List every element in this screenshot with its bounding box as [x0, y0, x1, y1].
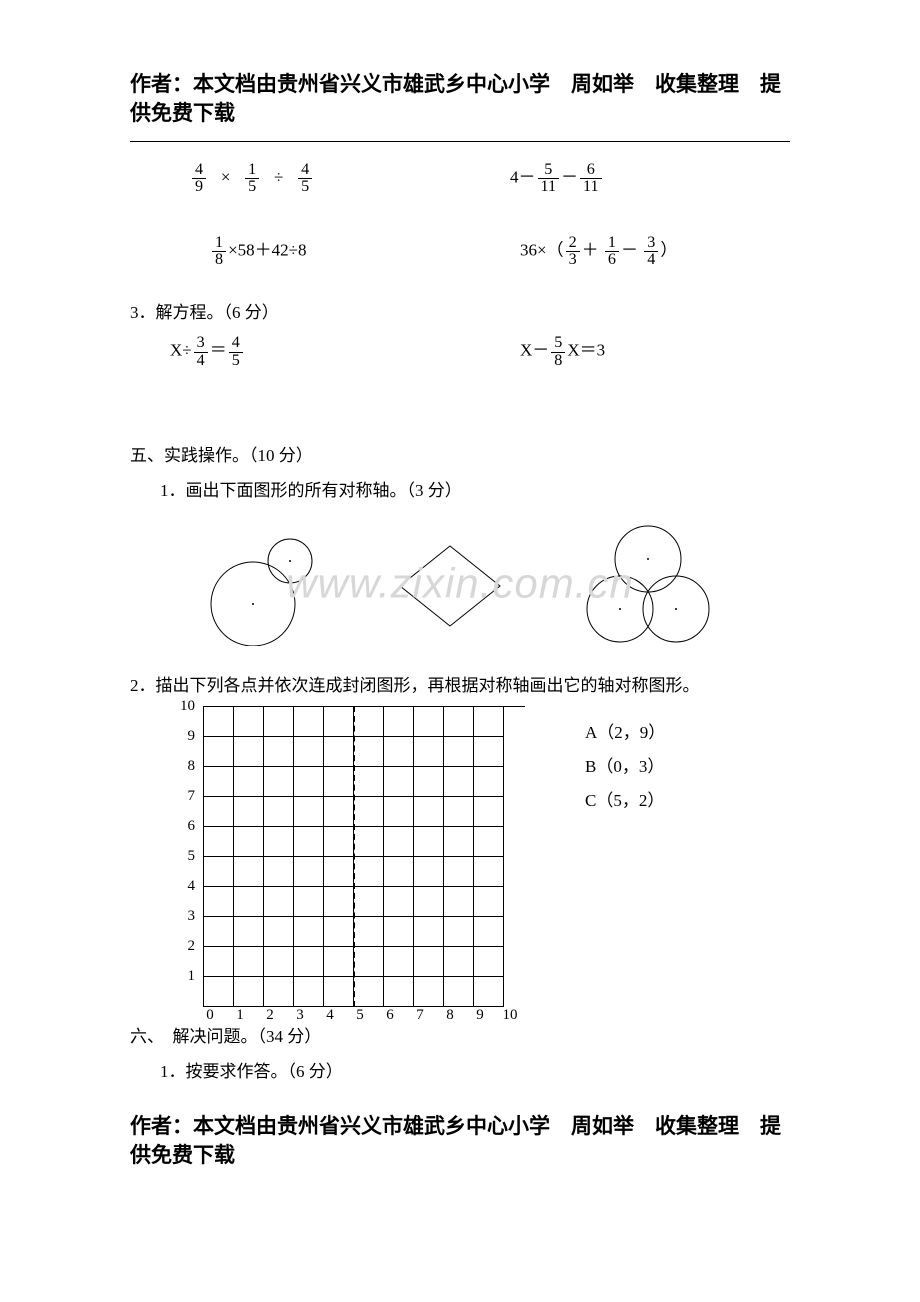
frac-num: 4 [229, 335, 243, 351]
frac-num: 1 [245, 162, 259, 178]
expr-r1-right: 4－511－611 [470, 162, 790, 195]
frac-den: 5 [229, 352, 243, 369]
frac-num: 4 [298, 162, 312, 178]
frac-num: 5 [538, 162, 560, 178]
point-a: A（2，9） [585, 716, 665, 750]
section-5-1: 1．画出下面图形的所有对称轴。（3 分） [130, 476, 790, 501]
frac-num: 6 [580, 162, 602, 178]
frac-den: 11 [580, 178, 602, 195]
q3-heading: 3．解方程。（6 分） [130, 298, 790, 323]
frac-num: 5 [551, 335, 565, 351]
expr-r2-left: 18×58＋42÷8 [130, 235, 480, 268]
section-5: 五、实践操作。（10 分） [130, 441, 790, 466]
frac-den: 3 [566, 251, 580, 268]
point-b: B（0，3） [585, 750, 665, 784]
shape-two-circles [198, 526, 328, 646]
expr-r1-left: 49 × 15 ÷ 45 [130, 162, 470, 195]
text: ×58＋42÷8 [228, 241, 306, 260]
text: 36× [520, 241, 547, 260]
frac-den: 4 [194, 352, 208, 369]
frac-num: 2 [566, 235, 580, 251]
frac-den: 8 [551, 352, 565, 369]
frac-num: 4 [192, 162, 206, 178]
shapes-row: www.zixin.com.cn [170, 521, 750, 651]
section-5-2: 2．描出下列各点并依次连成封闭图形，再根据对称轴画出它的轴对称图形。 [130, 671, 790, 696]
grid [203, 706, 525, 1007]
frac-den: 8 [212, 251, 226, 268]
frac-den: 9 [192, 178, 206, 195]
expr-r3-left: X÷34＝45 [130, 335, 440, 368]
frac-num: 1 [212, 235, 226, 251]
shape-three-circles [572, 521, 722, 651]
header-text: 作者：本文档由贵州省兴义市雄武乡中心小学 周如举 收集整理 提供免费下载 [130, 70, 790, 129]
frac-den: 5 [245, 178, 259, 195]
frac-num: 3 [194, 335, 208, 351]
frac-den: 4 [644, 251, 658, 268]
math-row-3: X÷34＝45 X－58X＝3 [130, 335, 790, 368]
section-6-1: 1．按要求作答。（6 分） [130, 1057, 790, 1082]
text: 4 [510, 167, 519, 186]
frac-den: 5 [298, 178, 312, 195]
footer-text: 作者：本文档由贵州省兴义市雄武乡中心小学 周如举 收集整理 提供免费下载 [130, 1112, 790, 1171]
expr-r3-right: X－58X＝3 [440, 335, 790, 368]
point-c: C（5，2） [585, 784, 665, 818]
frac-den: 6 [605, 251, 619, 268]
frac-num: 1 [605, 235, 619, 251]
shape-diamond [385, 526, 515, 646]
frac-den: 11 [538, 178, 560, 195]
section-6: 六、 解决问题。（34 分） [130, 1022, 790, 1047]
header-rule [130, 141, 790, 142]
point-list: A（2，9） B（0，3） C（5，2） [525, 706, 665, 818]
grid-chart: 10987654321 012345678910 A（2，9） B（0，3） C… [180, 706, 790, 1024]
y-axis-labels: 10987654321 [180, 691, 203, 991]
expr-r2-right: 36×（23＋ 16－ 34） [480, 235, 790, 268]
frac-num: 3 [644, 235, 658, 251]
math-row-1: 49 × 15 ÷ 45 4－511－611 [130, 162, 790, 195]
math-row-2: 18×58＋42÷8 36×（23＋ 16－ 34） [130, 235, 790, 268]
symmetry-axis-dashed [353, 706, 355, 1007]
